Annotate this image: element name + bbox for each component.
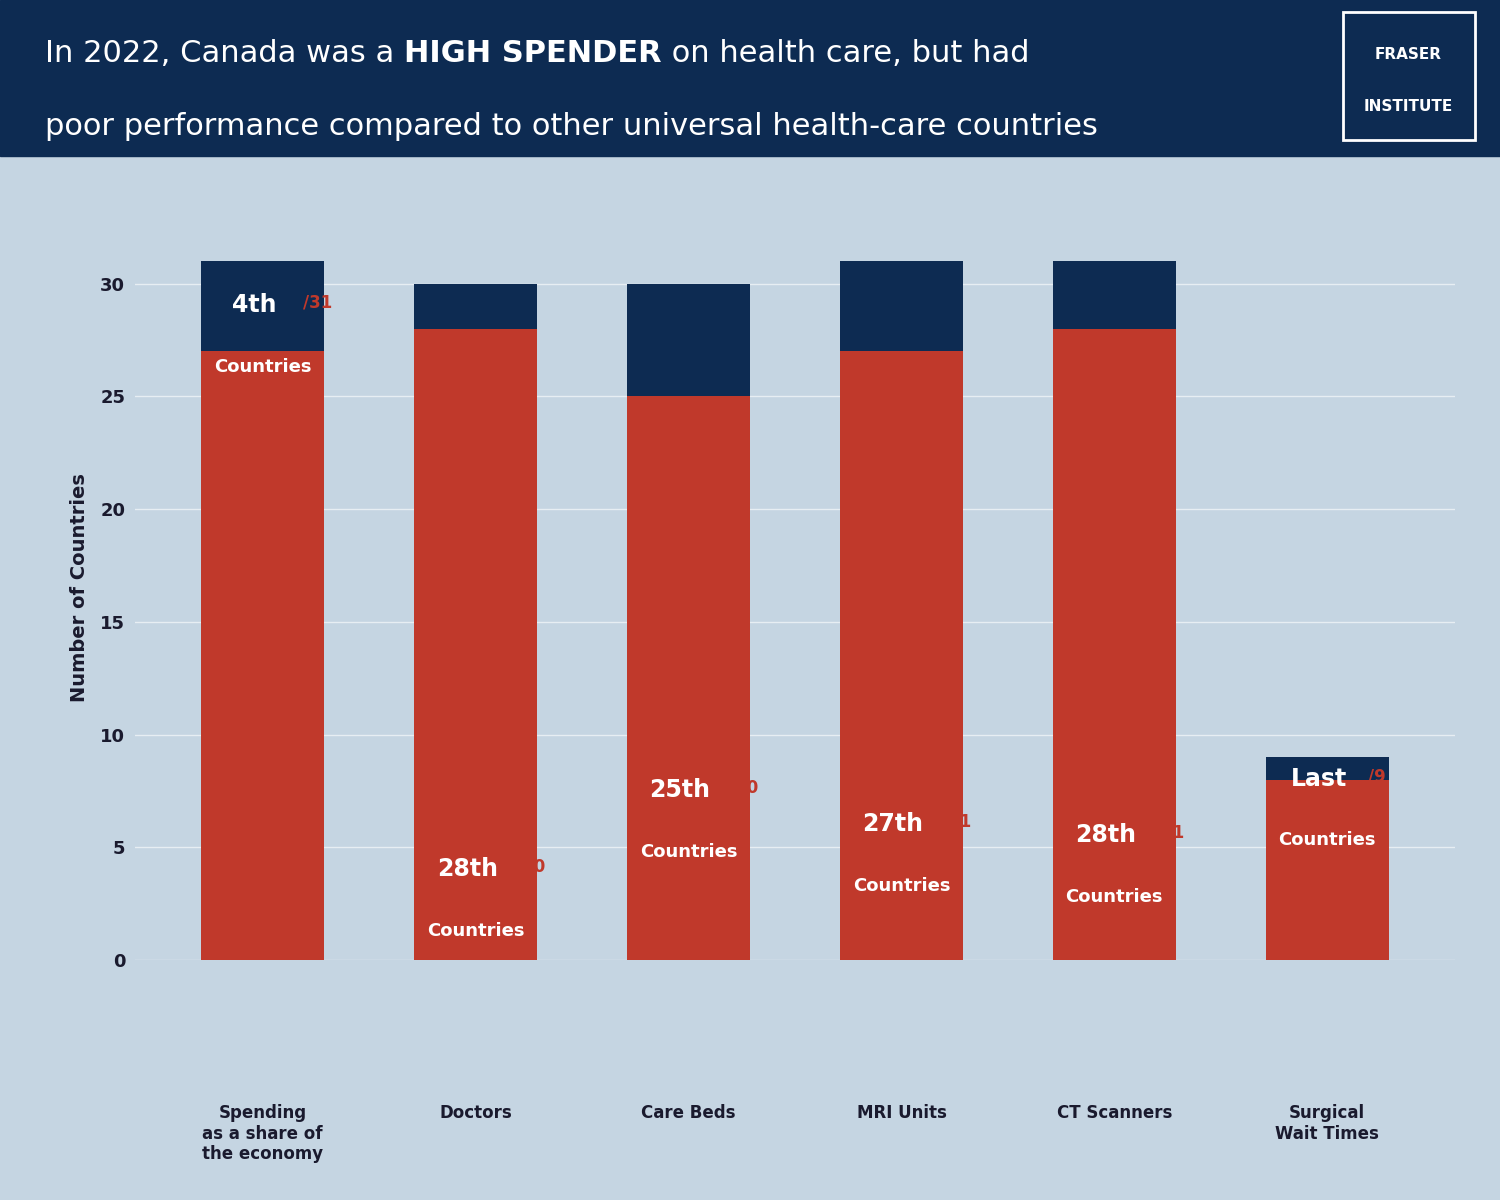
Text: Countries: Countries [1278, 832, 1376, 850]
Text: HIGH SPENDER: HIGH SPENDER [404, 38, 662, 68]
Text: 28th: 28th [436, 857, 498, 881]
Bar [201, 262, 324, 352]
Text: /9: /9 [1368, 767, 1386, 785]
Bar [1266, 780, 1389, 960]
Text: 28th: 28th [1076, 823, 1137, 847]
Text: Last: Last [1290, 767, 1347, 791]
Bar [627, 283, 750, 396]
Bar [1053, 262, 1176, 329]
Bar [414, 329, 537, 960]
Text: /31: /31 [303, 294, 333, 312]
Text: Countries: Countries [852, 876, 950, 894]
Text: Countries: Countries [214, 358, 312, 376]
Bar [840, 352, 963, 960]
Bar [201, 352, 324, 960]
Bar [414, 283, 537, 329]
Text: /30: /30 [516, 858, 546, 876]
Text: FRASER: FRASER [1376, 47, 1442, 62]
Bar [1053, 329, 1176, 960]
Text: on health care, but had: on health care, but had [662, 38, 1029, 68]
Text: poor performance compared to other universal health-care countries: poor performance compared to other unive… [45, 113, 1098, 142]
Bar [627, 396, 750, 960]
Bar [1266, 757, 1389, 780]
Text: /31: /31 [942, 812, 970, 830]
Text: Countries: Countries [427, 922, 525, 940]
Text: In 2022, Canada was a: In 2022, Canada was a [45, 38, 404, 68]
Bar [840, 262, 963, 352]
Text: /30: /30 [729, 779, 758, 797]
Text: 27th: 27th [862, 812, 924, 836]
Text: INSTITUTE: INSTITUTE [1364, 98, 1454, 114]
Y-axis label: Number of Countries: Number of Countries [70, 474, 88, 702]
Text: 25th: 25th [650, 778, 711, 802]
Text: Countries: Countries [640, 842, 738, 860]
Text: Countries: Countries [1065, 888, 1162, 906]
Text: 4th: 4th [232, 294, 276, 318]
Text: /31: /31 [1155, 823, 1184, 841]
